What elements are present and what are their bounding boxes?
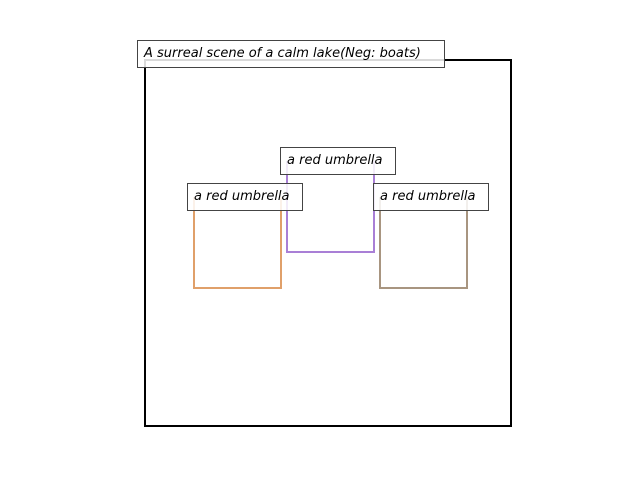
bounding-box-left [193,197,282,289]
box-label-left: a red umbrella [187,183,303,211]
bounding-box-right [379,197,468,289]
box-label-middle: a red umbrella [280,147,396,175]
scene-title-label: A surreal scene of a calm lake(Neg: boat… [137,40,445,68]
box-label-right: a red umbrella [373,183,489,211]
